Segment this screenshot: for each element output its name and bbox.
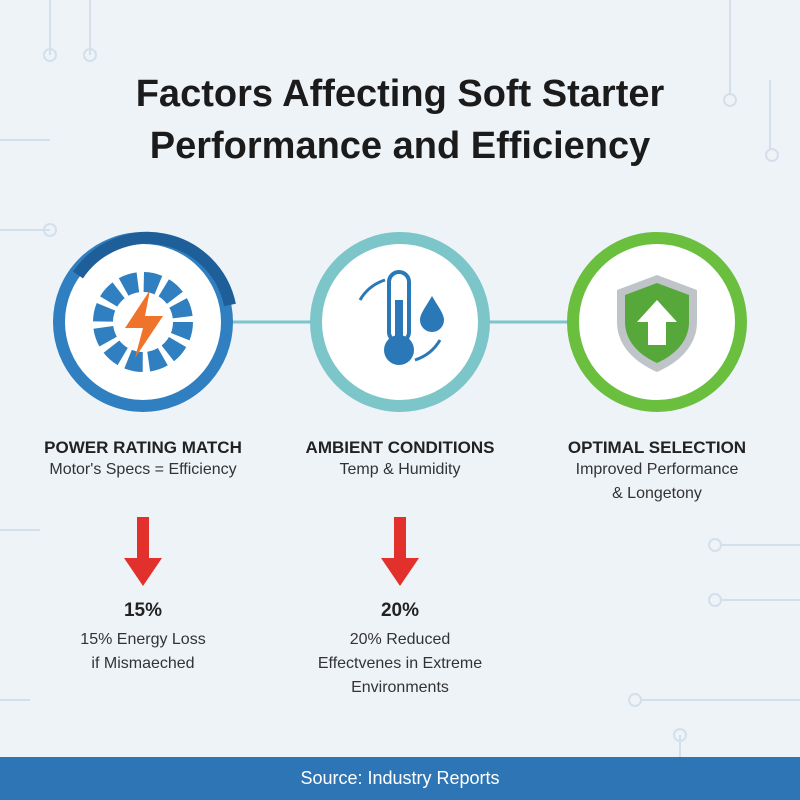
icon-selection bbox=[567, 232, 747, 412]
factor: AMBIENT CONDITIONS Temp & Humidity bbox=[275, 438, 525, 482]
factor-heading: POWER RATING MATCH bbox=[44, 438, 242, 457]
impact-line: 15% Energy Loss bbox=[80, 631, 206, 648]
impact: 15% 15% Energy Loss if Mismaeched bbox=[18, 600, 268, 676]
arrows bbox=[124, 517, 419, 586]
impact-value: 20% bbox=[380, 600, 420, 621]
factor: OPTIMAL SELECTION Improved Performance &… bbox=[532, 438, 782, 506]
factor-line: Temp & Humidity bbox=[339, 461, 461, 478]
impact-line: Environments bbox=[351, 679, 449, 696]
factor: POWER RATING MATCH Motor's Specs = Effic… bbox=[18, 438, 268, 482]
impact-line: Effectvenes in Extreme bbox=[317, 655, 483, 672]
factor-line: Improved Performance bbox=[575, 461, 739, 478]
factor-line: & Longetony bbox=[612, 485, 702, 502]
factor-line: Motor's Specs = Efficiency bbox=[49, 461, 237, 478]
factor-heading: AMBIENT CONDITIONS bbox=[305, 438, 495, 457]
impact-line: 20% Reduced bbox=[349, 631, 451, 648]
impact-value: 15% bbox=[123, 600, 163, 621]
factor-heading: OPTIMAL SELECTION bbox=[567, 438, 747, 457]
source-footer: Source: Industry Reports bbox=[0, 757, 800, 800]
impact-line: if Mismaeched bbox=[91, 655, 195, 672]
impact: 20% 20% Reduced Effectvenes in Extreme E… bbox=[275, 600, 525, 700]
circuit-lines bbox=[0, 0, 800, 757]
title: Factors Affecting Soft Starter Performan… bbox=[135, 73, 665, 167]
icon-power bbox=[53, 231, 236, 412]
icon-ambient bbox=[310, 232, 490, 412]
